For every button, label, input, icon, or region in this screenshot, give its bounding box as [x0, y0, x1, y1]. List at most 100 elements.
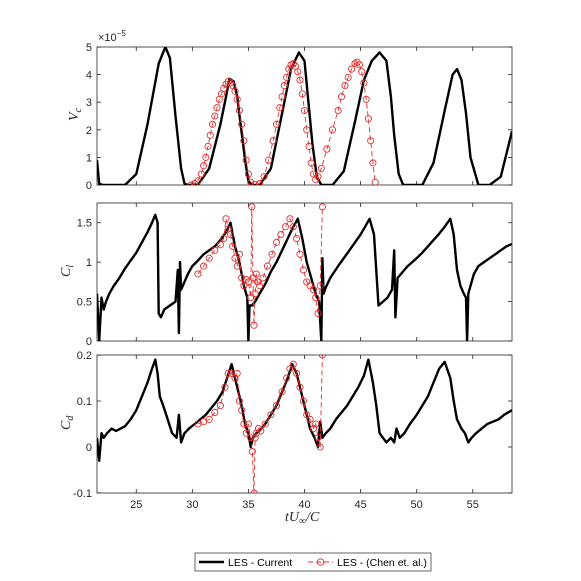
cd-chen-marker: [306, 415, 314, 423]
vc-chen-line: [191, 61, 376, 185]
vc-y-tick-label: 2: [86, 125, 92, 137]
vc-chen-marker: [240, 137, 248, 145]
cd-chen-marker: [257, 427, 265, 435]
cd-chen-marker: [293, 369, 301, 377]
vc-y-tick-label: 3: [86, 97, 92, 109]
vc-chen-marker: [206, 131, 214, 139]
cl-chen-marker: [272, 238, 281, 246]
vc-chen-marker: [233, 95, 241, 103]
legend-current-label: LES - Current: [228, 557, 292, 569]
cd-chen-marker: [221, 383, 229, 391]
vc-chen-marker: [328, 126, 337, 134]
cd-y-axis-label: Cd: [59, 415, 76, 430]
cl-chen-marker: [259, 274, 267, 282]
vc-chen-marker: [208, 120, 217, 128]
vc-chen-marker: [235, 106, 243, 115]
vc-chen-marker: [314, 173, 322, 181]
cd-chen-line: [197, 355, 323, 493]
vc-chen-marker: [276, 104, 284, 112]
vc-y-tick-label: 1: [86, 152, 92, 164]
cd-chen-marker: [312, 420, 320, 428]
cl-chen-marker: [268, 250, 276, 258]
vc-chen-marker: [344, 73, 352, 81]
vc-chen-marker: [283, 73, 291, 81]
cd-chen-marker: [233, 369, 241, 377]
vc-y-tick-label: 5: [86, 42, 92, 54]
cd-chen-marker: [238, 406, 246, 414]
cd-x-ticks: 25 30 35 40 45 50 55: [130, 355, 479, 511]
cd-chen-marker: [231, 374, 239, 382]
vc-chen-marker: [251, 180, 259, 185]
cl-chen-marker: [312, 294, 320, 302]
cl-chen-marker: [222, 215, 230, 223]
vc-chen-marker: [300, 106, 309, 115]
vc-chen-marker: [187, 181, 195, 185]
cl-chen-marker: [205, 254, 213, 262]
vc-chen-marker: [269, 137, 277, 145]
vc-chen-marker: [247, 178, 255, 185]
vc-chen-marker: [323, 145, 331, 153]
vc-multiplier: ×10−5: [98, 29, 126, 44]
vc-chen-marker: [362, 95, 370, 103]
cl-chen-marker: [314, 309, 322, 317]
vc-chen-marker: [211, 112, 219, 120]
cl-chen-marker: [256, 282, 264, 290]
vc-chen-marker: [238, 120, 246, 128]
cl-chen-marker: [240, 282, 248, 290]
cl-chen-line: [197, 206, 323, 326]
vc-chen-marker: [355, 61, 364, 69]
cl-series: [97, 203, 512, 341]
vc-chen-marker: [231, 87, 239, 95]
vc-chen-marker: [303, 126, 311, 134]
cd-panel: -0.1 0 0.1 0.2 25 30 35 40 45 50 55 Cd tU∞/C: [59, 350, 513, 527]
cl-chen-marker: [226, 230, 235, 239]
vc-chen-marker: [204, 142, 212, 150]
cd-chen-marker: [296, 383, 304, 391]
vc-chen-marker: [265, 156, 273, 164]
cl-chen-marker: [286, 215, 294, 223]
vc-chen-marker: [358, 68, 366, 76]
vc-chen-marker: [364, 115, 372, 123]
vc-chen-marker: [360, 79, 368, 87]
cd-chen-marker: [309, 425, 318, 433]
vc-chen-marker: [197, 170, 205, 178]
cd-chen-marker: [303, 411, 311, 419]
cd-x-tick-label: 25: [130, 499, 142, 511]
cl-chen-marker: [233, 262, 241, 270]
cd-x-tick-label: 35: [242, 499, 254, 511]
vc-y-tick-label: 4: [86, 70, 92, 82]
vc-chen-marker: [260, 173, 268, 181]
cd-chen-marker: [244, 420, 252, 428]
cd-chen-marker: [247, 434, 255, 442]
cd-chen-marker: [261, 420, 269, 428]
cd-chen-marker: [254, 425, 263, 433]
cl-chen-marker: [194, 270, 202, 278]
vc-chen-marker: [272, 120, 281, 128]
vc-chen-marker: [317, 164, 325, 172]
cl-chen-marker: [309, 286, 318, 294]
cl-panel: 0 0.5 1 1.5 Cl: [59, 202, 513, 348]
cl-chen-marker: [235, 250, 243, 258]
cl-chen-marker: [252, 270, 260, 278]
cl-chen-marker: [253, 278, 261, 286]
cl-chen-marker: [277, 230, 285, 239]
cl-chen-marker: [238, 274, 246, 282]
vc-chen-marker: [298, 90, 306, 98]
cd-chen-marker: [267, 411, 275, 419]
vc-chen-marker: [367, 137, 375, 145]
cd-y-tick-label: 0.1: [77, 396, 92, 408]
cd-chen-marker: [250, 489, 258, 493]
cl-chen-marker: [299, 266, 307, 274]
cl-chen-marker: [247, 294, 255, 302]
cl-chen-marker: [216, 241, 224, 249]
cd-chen-marker: [316, 443, 324, 451]
cl-current-line: [97, 213, 512, 341]
vc-chen-marker: [278, 93, 286, 101]
vc-y-axis-label: Vc: [67, 107, 84, 121]
cd-chen-marker: [211, 408, 219, 417]
vc-chen-marker: [220, 84, 228, 92]
vc-chen-marker: [305, 142, 313, 150]
cd-chen-marker: [228, 369, 236, 377]
vc-chen-marker: [351, 60, 359, 68]
